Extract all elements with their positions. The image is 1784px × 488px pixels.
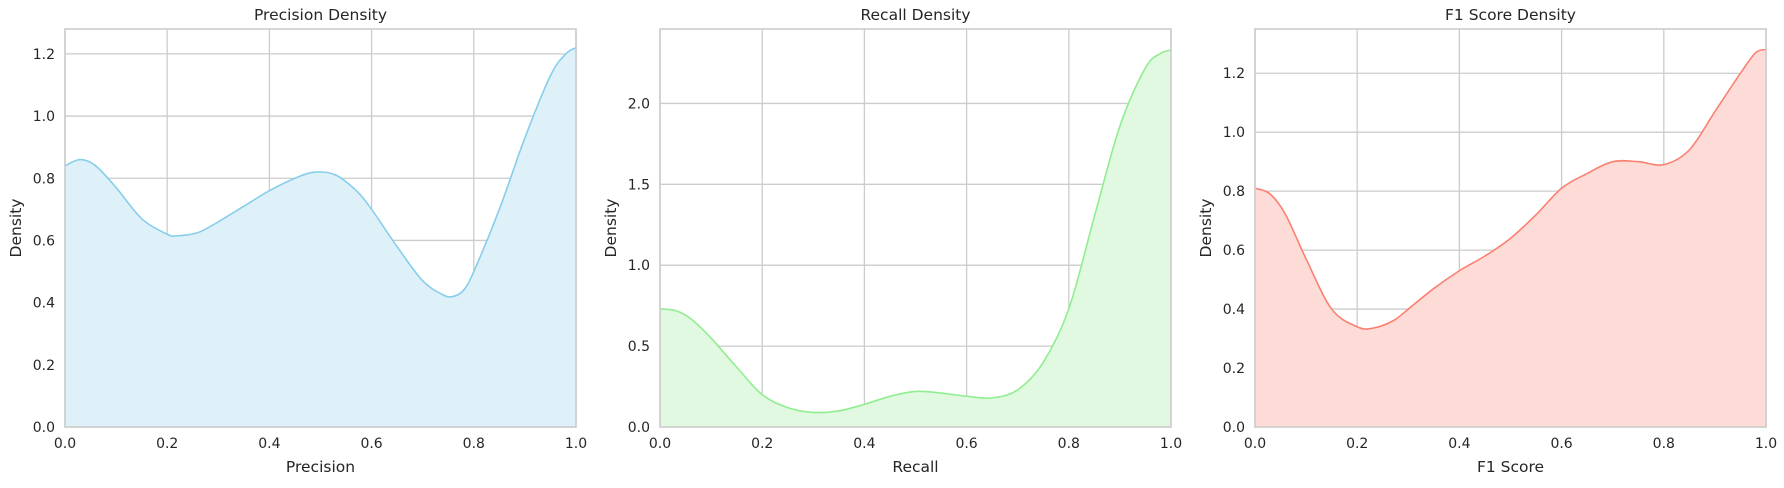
x-tick-label: 0.8 — [1653, 436, 1675, 452]
y-tick-label: 1.0 — [1223, 125, 1245, 141]
x-tick-label: 0.6 — [360, 436, 382, 452]
y-tick-label: 2.0 — [628, 96, 650, 112]
y-tick-label: 0.6 — [1223, 243, 1245, 259]
x-tick-label: 0.4 — [853, 436, 875, 452]
density-area-fill — [660, 50, 1171, 427]
x-tick-label: 0.4 — [1448, 436, 1470, 452]
density-curve — [65, 46, 576, 298]
chart-title: Precision Density — [254, 6, 387, 24]
x-tick-label: 0.8 — [463, 436, 485, 452]
plot-frame — [1254, 28, 1767, 428]
x-tick-label: 0.6 — [955, 436, 977, 452]
y-tick-label: 0.8 — [33, 171, 55, 187]
y-tick-label: 1.2 — [1223, 66, 1245, 82]
y-tick-label: 1.0 — [628, 258, 650, 274]
y-tick-label: 0.8 — [1223, 184, 1245, 200]
y-tick-label: 0.4 — [33, 296, 55, 312]
x-tick-label: 0.6 — [1550, 436, 1572, 452]
density-curve — [660, 49, 1171, 414]
x-tick-label: 0.0 — [1244, 436, 1266, 452]
x-tick-label: 0.8 — [1058, 436, 1080, 452]
plot-frame — [64, 28, 577, 428]
chart-title: F1 Score Density — [1445, 6, 1576, 24]
density-area-fill — [65, 47, 576, 427]
y-tick-label: 0.4 — [1223, 302, 1245, 318]
y-axis-label: Density — [602, 199, 620, 258]
density-curve — [1255, 48, 1766, 330]
y-tick-label: 1.0 — [33, 109, 55, 125]
x-tick-label: 0.0 — [649, 436, 671, 452]
y-tick-label: 0.2 — [33, 358, 55, 374]
x-tick-label: 1.0 — [1755, 436, 1777, 452]
y-tick-label: 0.0 — [33, 420, 55, 436]
y-tick-label: 0.0 — [1223, 420, 1245, 436]
y-tick-label: 0.6 — [33, 233, 55, 249]
chart-panel-3: 0.0 0.2 0.4 0.6 0.8 1.0 0.0 0.2 0.4 0.6 0.8 1.0 1.2 F… — [1197, 6, 1777, 476]
chart-panel-1: 0.0 0.2 0.4 0.6 0.8 1.0 0.0 0.2 0.4 0.6 0.8 1.0 1.2 P… — [7, 6, 587, 476]
chart-title: Recall Density — [860, 6, 970, 24]
x-tick-label: 0.2 — [1346, 436, 1368, 452]
y-tick-label: 0.2 — [1223, 361, 1245, 377]
plot-frame — [659, 28, 1172, 428]
x-tick-label: 1.0 — [1160, 436, 1182, 452]
y-axis-label: Density — [7, 199, 25, 258]
y-tick-label: 0.5 — [628, 339, 650, 355]
x-tick-label: 0.4 — [258, 436, 280, 452]
y-tick-label: 0.0 — [628, 420, 650, 436]
x-tick-label: 0.2 — [156, 436, 178, 452]
x-axis-label: Recall — [892, 458, 938, 476]
x-axis-label: Precision — [286, 458, 355, 476]
y-tick-label: 1.5 — [628, 177, 650, 193]
x-tick-label: 0.0 — [54, 436, 76, 452]
x-axis-label: F1 Score — [1477, 458, 1544, 476]
chart-panel-2: 0.0 0.2 0.4 0.6 0.8 1.0 0.0 0.5 1.0 1.5 2.0 Recall … — [602, 6, 1182, 476]
y-axis-label: Density — [1197, 199, 1215, 258]
y-tick-label: 1.2 — [33, 47, 55, 63]
x-tick-label: 0.2 — [751, 436, 773, 452]
x-tick-label: 1.0 — [565, 436, 587, 452]
